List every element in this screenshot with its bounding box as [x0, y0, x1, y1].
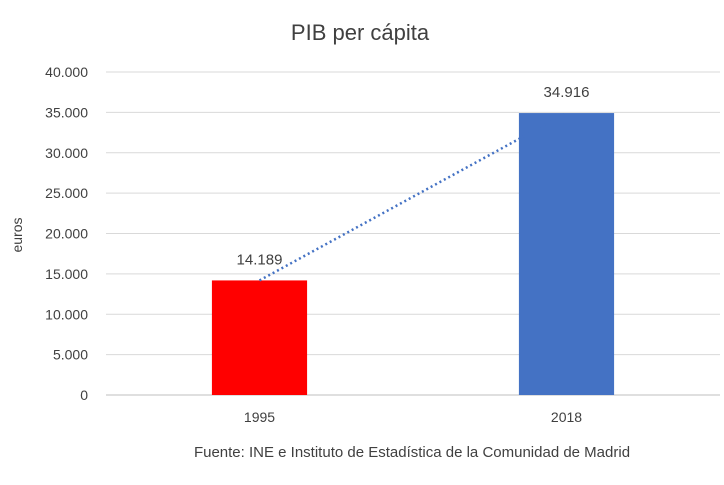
y-axis-label: euros [9, 217, 25, 252]
x-tick-label: 1995 [244, 409, 275, 425]
gridlines [106, 71, 720, 396]
y-tick-label: 35.000 [45, 104, 88, 120]
trendline-segment [258, 111, 568, 282]
bar [211, 280, 308, 395]
data-label: 34.916 [544, 84, 590, 101]
y-tick-label: 10.000 [45, 306, 88, 322]
trendline [258, 111, 568, 282]
y-axis-ticks: 0 5.000 10.000 15.000 20.000 25.000 30.000 35.0… [45, 64, 88, 403]
chart-title: PIB per cápita [291, 20, 430, 45]
data-labels: 14.189 34.916 [237, 84, 590, 268]
y-tick-label: 0 [80, 387, 88, 403]
bar [518, 113, 615, 396]
y-tick-label: 30.000 [45, 145, 88, 161]
x-tick-label: 2018 [551, 409, 582, 425]
x-axis-ticks: 1995 2018 [244, 409, 582, 425]
data-label: 14.189 [237, 251, 283, 268]
y-tick-label: 15.000 [45, 266, 88, 282]
y-tick-label: 40.000 [45, 64, 88, 80]
y-tick-label: 5.000 [53, 347, 88, 363]
y-tick-label: 25.000 [45, 185, 88, 201]
source-note: Fuente: INE e Instituto de Estadística d… [194, 444, 630, 461]
bars [211, 113, 615, 396]
y-tick-label: 20.000 [45, 226, 88, 242]
